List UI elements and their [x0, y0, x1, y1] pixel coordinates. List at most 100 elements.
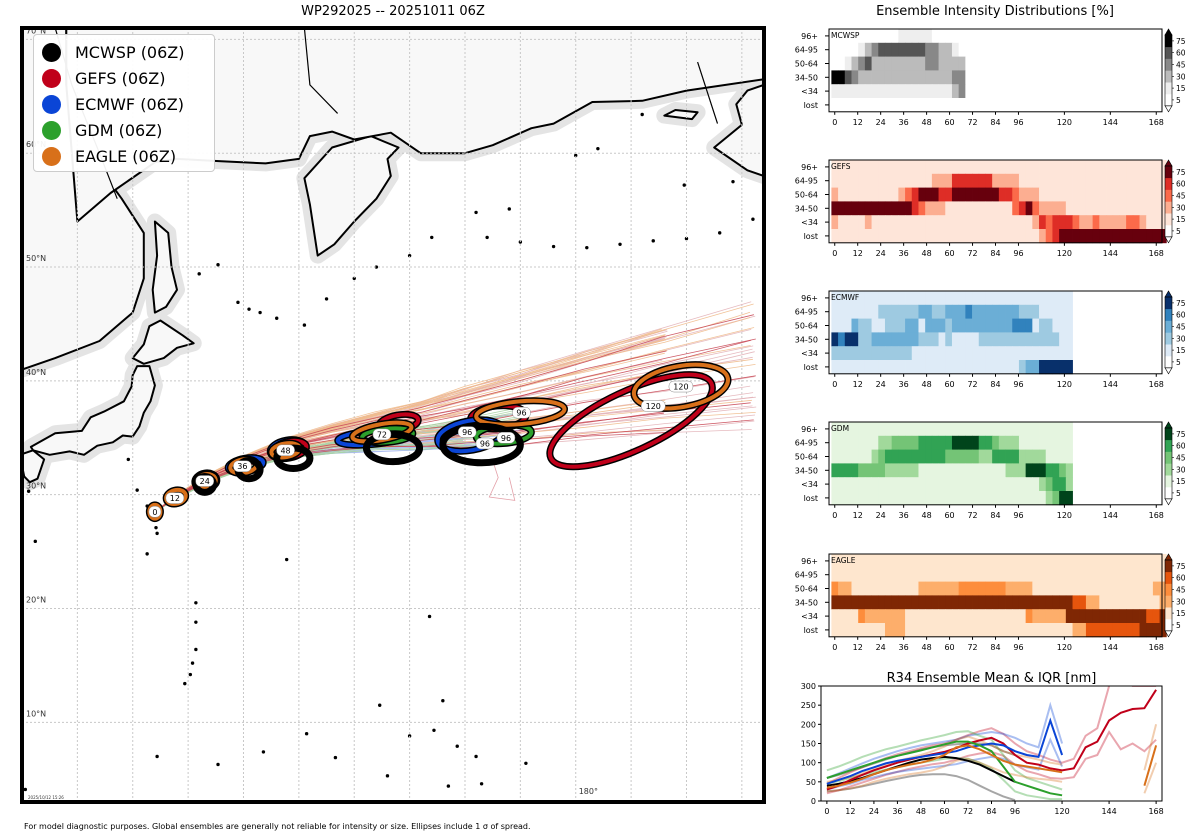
colorbar-segment: [1165, 475, 1172, 488]
heatmap-cell: [965, 346, 973, 361]
heatmap-cell: [844, 84, 852, 99]
heatmap-cell: [1045, 463, 1053, 478]
heatmap-cell: [884, 595, 893, 610]
forecast-hour-label: 24: [200, 477, 210, 486]
eagle-r34-q1-line: [1143, 762, 1158, 794]
heatmap-cell: [891, 554, 899, 569]
heatmap-cell: [1079, 229, 1087, 244]
heatmap-cell: [891, 581, 899, 596]
heatmap-cell: [898, 491, 906, 506]
heatmap-cell: [918, 201, 926, 216]
legend-item-gefs[interactable]: GEFS (06Z): [40, 65, 210, 91]
heatmap-cell: [1032, 554, 1040, 569]
heatmap-cell: [925, 581, 933, 596]
heatmap-cell: [931, 173, 939, 188]
r34-y-tick-label: 150: [801, 740, 816, 749]
heatmap-cell: [1126, 595, 1134, 610]
heatmap-cell: [958, 554, 966, 569]
heatmap-cell: [891, 215, 899, 230]
colorbar-segment: [1165, 356, 1172, 369]
heatmap-cell: [1146, 567, 1154, 582]
colorbar-tick-label: 15: [1176, 84, 1186, 93]
heatmap-cell: [945, 332, 953, 347]
heatmap-cell: [978, 435, 986, 450]
heatmap-cell: [1005, 291, 1013, 306]
heatmap-cell: [1018, 318, 1027, 333]
heatmap-cell: [898, 187, 906, 202]
heatmap-cell: [898, 346, 906, 361]
heatmap-cell: [1119, 554, 1127, 569]
heatmap-cell: [1005, 554, 1013, 569]
heatmap-cell: [1052, 304, 1060, 319]
heatmap-cell: [925, 173, 933, 188]
heatmap-cell: [891, 477, 899, 492]
heatmap-cell: [898, 84, 906, 99]
heatmap-cell: [831, 554, 839, 569]
lat-label: 10°N: [26, 709, 46, 718]
legend-item-gdm[interactable]: GDM (06Z): [40, 117, 210, 143]
heatmap-cell: [911, 29, 919, 44]
heatmap-cell: [871, 173, 879, 188]
heatmap-cell: [1106, 187, 1114, 202]
island-dot: [441, 698, 445, 703]
legend-item-mcwsp[interactable]: MCWSP (06Z): [40, 39, 210, 65]
heatmap-cell: [992, 435, 1000, 450]
heatmap-cell: [878, 449, 886, 464]
colorbar-tick-label: 15: [1176, 346, 1186, 355]
heatmap-cell: [925, 56, 933, 71]
island-dot: [190, 661, 195, 665]
heatmap-cell: [831, 173, 839, 188]
island-dot: [718, 231, 722, 235]
heatmap-cell: [938, 304, 946, 319]
heatmap-cell: [945, 215, 953, 230]
heatmap-cell: [1126, 201, 1134, 216]
heatmap-cell: [891, 229, 899, 244]
heatmap-cell: [891, 318, 899, 333]
heatmap-cell: [992, 160, 1000, 175]
heatmap-row-label: 34-50: [795, 466, 818, 475]
heatmap-frame: [828, 159, 1163, 244]
heatmap-cell: [978, 463, 986, 478]
heatmap-cell: [1025, 477, 1033, 492]
heatmap-cell: [884, 318, 893, 333]
colorbar-tick-label: 75: [1176, 37, 1186, 46]
heatmap-cell: [951, 304, 960, 319]
gefs-r34-q3-line: [826, 686, 1157, 785]
heatmap-cell: [1039, 595, 1047, 610]
heatmap-cell: [958, 449, 966, 464]
heatmap-cell: [884, 173, 893, 188]
legend-item-ecmwf[interactable]: ECMWF (06Z): [40, 91, 210, 117]
heatmap-cell: [998, 160, 1006, 175]
heatmap-cell: [1126, 160, 1134, 175]
heatmap-cell: [891, 173, 899, 188]
heatmap-cell: [1059, 609, 1067, 624]
heatmap-cell: [1139, 554, 1147, 569]
colorbar-segment: [1165, 213, 1172, 226]
heatmap-cell: [958, 318, 966, 333]
heatmap-cell: [905, 29, 913, 44]
heatmap-cell: [965, 29, 973, 44]
heatmap-cell: [844, 360, 852, 375]
heatmap-cell: [951, 29, 960, 44]
heatmap-cell: [1045, 449, 1053, 464]
heatmap-cell: [905, 346, 913, 361]
heatmap-cell: [898, 360, 906, 375]
heatmap-cell: [851, 160, 859, 175]
heatmap-x-tick-label: 36: [899, 643, 909, 652]
heatmap-cell: [871, 360, 879, 375]
heatmap-cell: [951, 360, 960, 375]
heatmap-cell: [844, 201, 852, 216]
heatmap-cell: [945, 449, 953, 464]
legend-item-eagle[interactable]: EAGLE (06Z): [40, 143, 210, 169]
heatmap-cell: [1045, 346, 1053, 361]
heatmap-row-label: 50-64: [795, 322, 818, 331]
heatmap-cell: [1119, 567, 1127, 582]
heatmap-cell: [1065, 491, 1073, 506]
heatmap-cell: [1065, 477, 1073, 492]
heatmap-cell: [978, 581, 986, 596]
heatmap-x-tick-label: 0: [832, 643, 837, 652]
heatmap-cell: [891, 160, 899, 175]
heatmap-cell: [898, 554, 906, 569]
mcwsp-r34-q3-line: [826, 742, 1016, 779]
heatmap-cell: [998, 567, 1006, 582]
